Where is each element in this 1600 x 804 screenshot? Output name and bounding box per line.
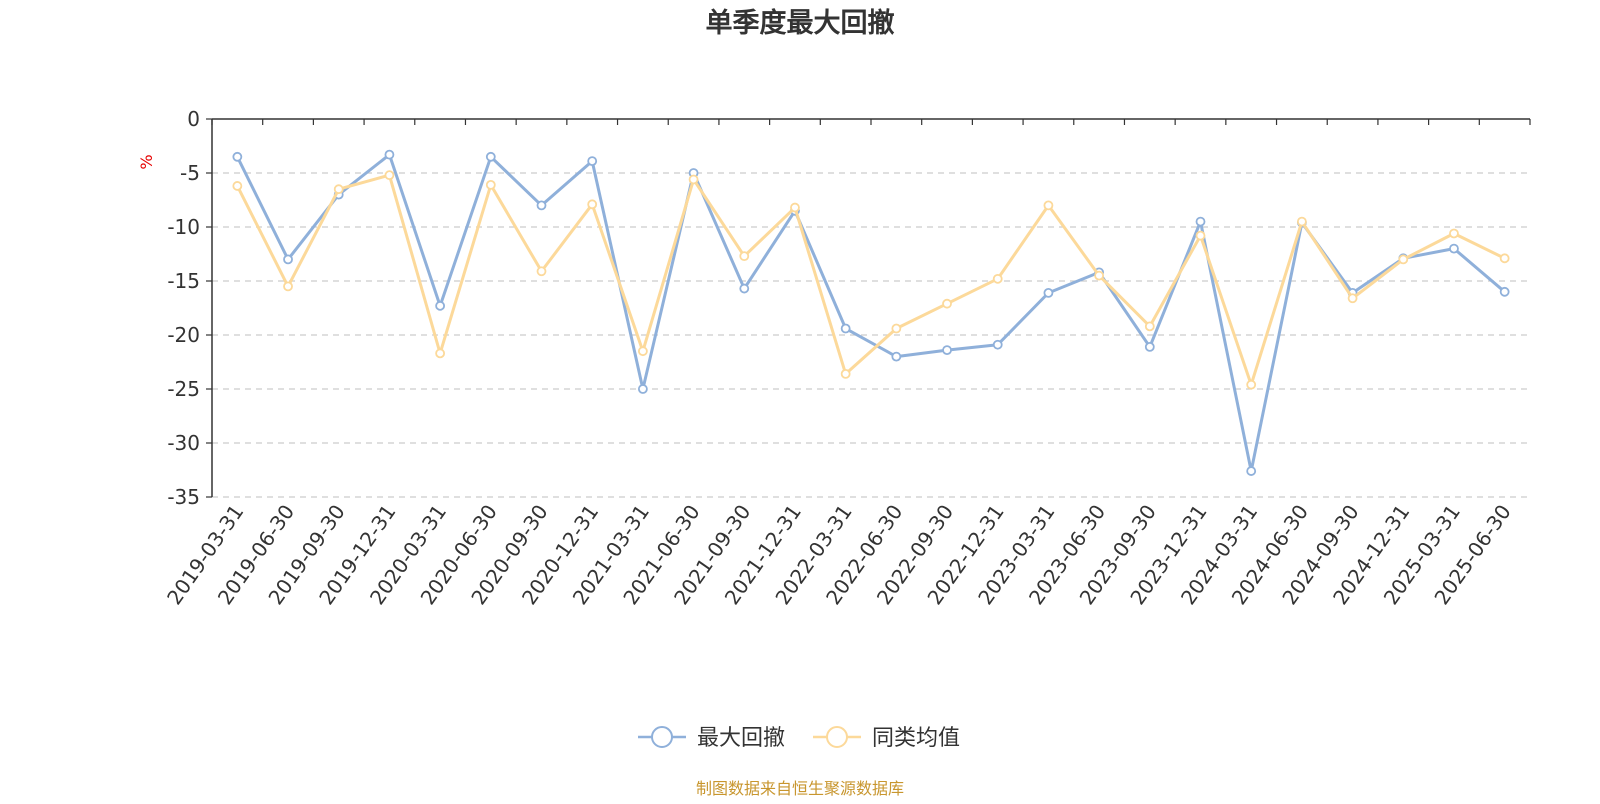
- data-point[interactable]: [435, 348, 446, 359]
- legend-item-2[interactable]: 同类均值: [813, 726, 960, 751]
- series-line: [236, 173, 1506, 387]
- series-1: [232, 149, 1510, 476]
- data-point[interactable]: [232, 151, 243, 162]
- data-point[interactable]: [992, 273, 1003, 284]
- data-point[interactable]: [840, 368, 851, 379]
- data-point[interactable]: [485, 151, 496, 162]
- grid-lines: [212, 172, 1530, 498]
- y-tick-label: -15: [167, 269, 200, 293]
- data-point[interactable]: [1296, 216, 1307, 227]
- data-point[interactable]: [283, 281, 293, 292]
- data-point[interactable]: [536, 200, 547, 211]
- data-point[interactable]: [536, 266, 547, 277]
- data-point[interactable]: [1043, 200, 1054, 211]
- chart-title: 单季度最大回撤: [706, 7, 895, 39]
- data-point[interactable]: [333, 184, 344, 195]
- data-point[interactable]: [1094, 270, 1105, 281]
- data-point[interactable]: [1499, 286, 1510, 297]
- data-point[interactable]: [1195, 216, 1206, 227]
- y-tick-label: -20: [167, 323, 200, 347]
- y-tick-label: 0: [187, 107, 200, 131]
- y-tick-label: -5: [180, 161, 200, 185]
- legend-circle-icon: [651, 726, 673, 748]
- y-axis-unit-label: %: [137, 154, 156, 169]
- data-point[interactable]: [688, 174, 699, 185]
- legend[interactable]: 最大回撤 同类均值: [638, 726, 960, 751]
- data-point[interactable]: [790, 202, 800, 213]
- series-lines: [232, 149, 1510, 476]
- data-point[interactable]: [384, 149, 395, 160]
- data-point[interactable]: [992, 339, 1003, 350]
- data-point[interactable]: [1449, 228, 1459, 239]
- data-point[interactable]: [1449, 243, 1459, 254]
- series-2: [232, 170, 1510, 390]
- data-point[interactable]: [435, 300, 446, 311]
- data-point[interactable]: [587, 199, 598, 210]
- y-tick-label: -35: [167, 485, 200, 509]
- data-point[interactable]: [485, 179, 496, 190]
- legend-circle-icon: [826, 726, 848, 748]
- data-point[interactable]: [1195, 230, 1206, 241]
- data-point[interactable]: [1043, 287, 1054, 298]
- series-line: [236, 153, 1506, 473]
- data-point[interactable]: [283, 254, 293, 265]
- data-point[interactable]: [739, 283, 750, 294]
- data-point[interactable]: [1144, 341, 1155, 352]
- data-point[interactable]: [637, 346, 648, 357]
- data-point[interactable]: [1246, 466, 1257, 476]
- legend-label: 同类均值: [872, 726, 960, 751]
- data-point[interactable]: [1499, 253, 1510, 264]
- data-point[interactable]: [942, 298, 952, 309]
- legend-item-1[interactable]: 最大回撤: [638, 726, 785, 751]
- data-point[interactable]: [1347, 293, 1358, 304]
- data-point[interactable]: [1398, 254, 1409, 265]
- data-point[interactable]: [891, 351, 902, 362]
- data-point[interactable]: [587, 156, 598, 167]
- y-tick-label: -30: [167, 431, 200, 455]
- data-point[interactable]: [1246, 379, 1257, 390]
- data-point[interactable]: [384, 170, 395, 181]
- legend-label: 最大回撤: [697, 726, 785, 751]
- data-point[interactable]: [232, 181, 243, 191]
- data-point[interactable]: [840, 323, 851, 334]
- data-source-note: 制图数据来自恒生聚源数据库: [696, 779, 904, 798]
- data-point[interactable]: [891, 323, 902, 334]
- y-tick-label: -25: [167, 377, 200, 401]
- data-point[interactable]: [942, 345, 952, 356]
- data-point[interactable]: [637, 384, 648, 394]
- data-point[interactable]: [1144, 321, 1155, 332]
- y-tick-label: -10: [167, 215, 200, 239]
- data-point[interactable]: [739, 251, 750, 262]
